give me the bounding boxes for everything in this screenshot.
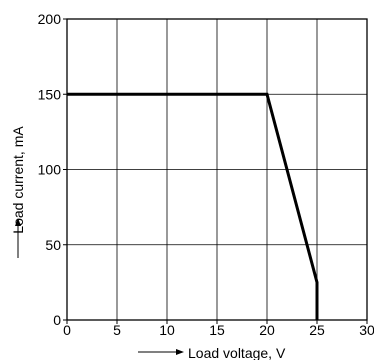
- y-tick-label: 0: [53, 312, 61, 328]
- x-tick-label: 0: [63, 322, 71, 338]
- x-tick-label: 15: [209, 322, 225, 338]
- y-axis-label: Load current, mA: [10, 126, 26, 234]
- x-axis-arrowhead: [176, 349, 184, 355]
- y-axis-arrowhead: [15, 218, 21, 226]
- x-tick-label: 5: [113, 322, 121, 338]
- series-line: [67, 92, 319, 320]
- x-tick-label: 10: [159, 322, 175, 338]
- x-tick-label: 30: [359, 322, 374, 338]
- x-tick-label: 20: [259, 322, 275, 338]
- data-marks: [67, 92, 319, 320]
- plot-frame: [66, 18, 368, 321]
- x-axis-label: Load voltage, V: [188, 345, 286, 360]
- y-tick-label: 100: [38, 162, 62, 178]
- y-tick-labels: 0 50 100 150 200: [38, 11, 62, 328]
- y-tick-label: 150: [38, 86, 62, 102]
- y-tick-label: 200: [38, 11, 62, 27]
- x-tick-label: 25: [309, 322, 325, 338]
- y-tick-label: 50: [45, 237, 61, 253]
- x-tick-labels: 0 5 10 15 20 25 30: [63, 322, 374, 338]
- grid-lines: [63, 18, 368, 324]
